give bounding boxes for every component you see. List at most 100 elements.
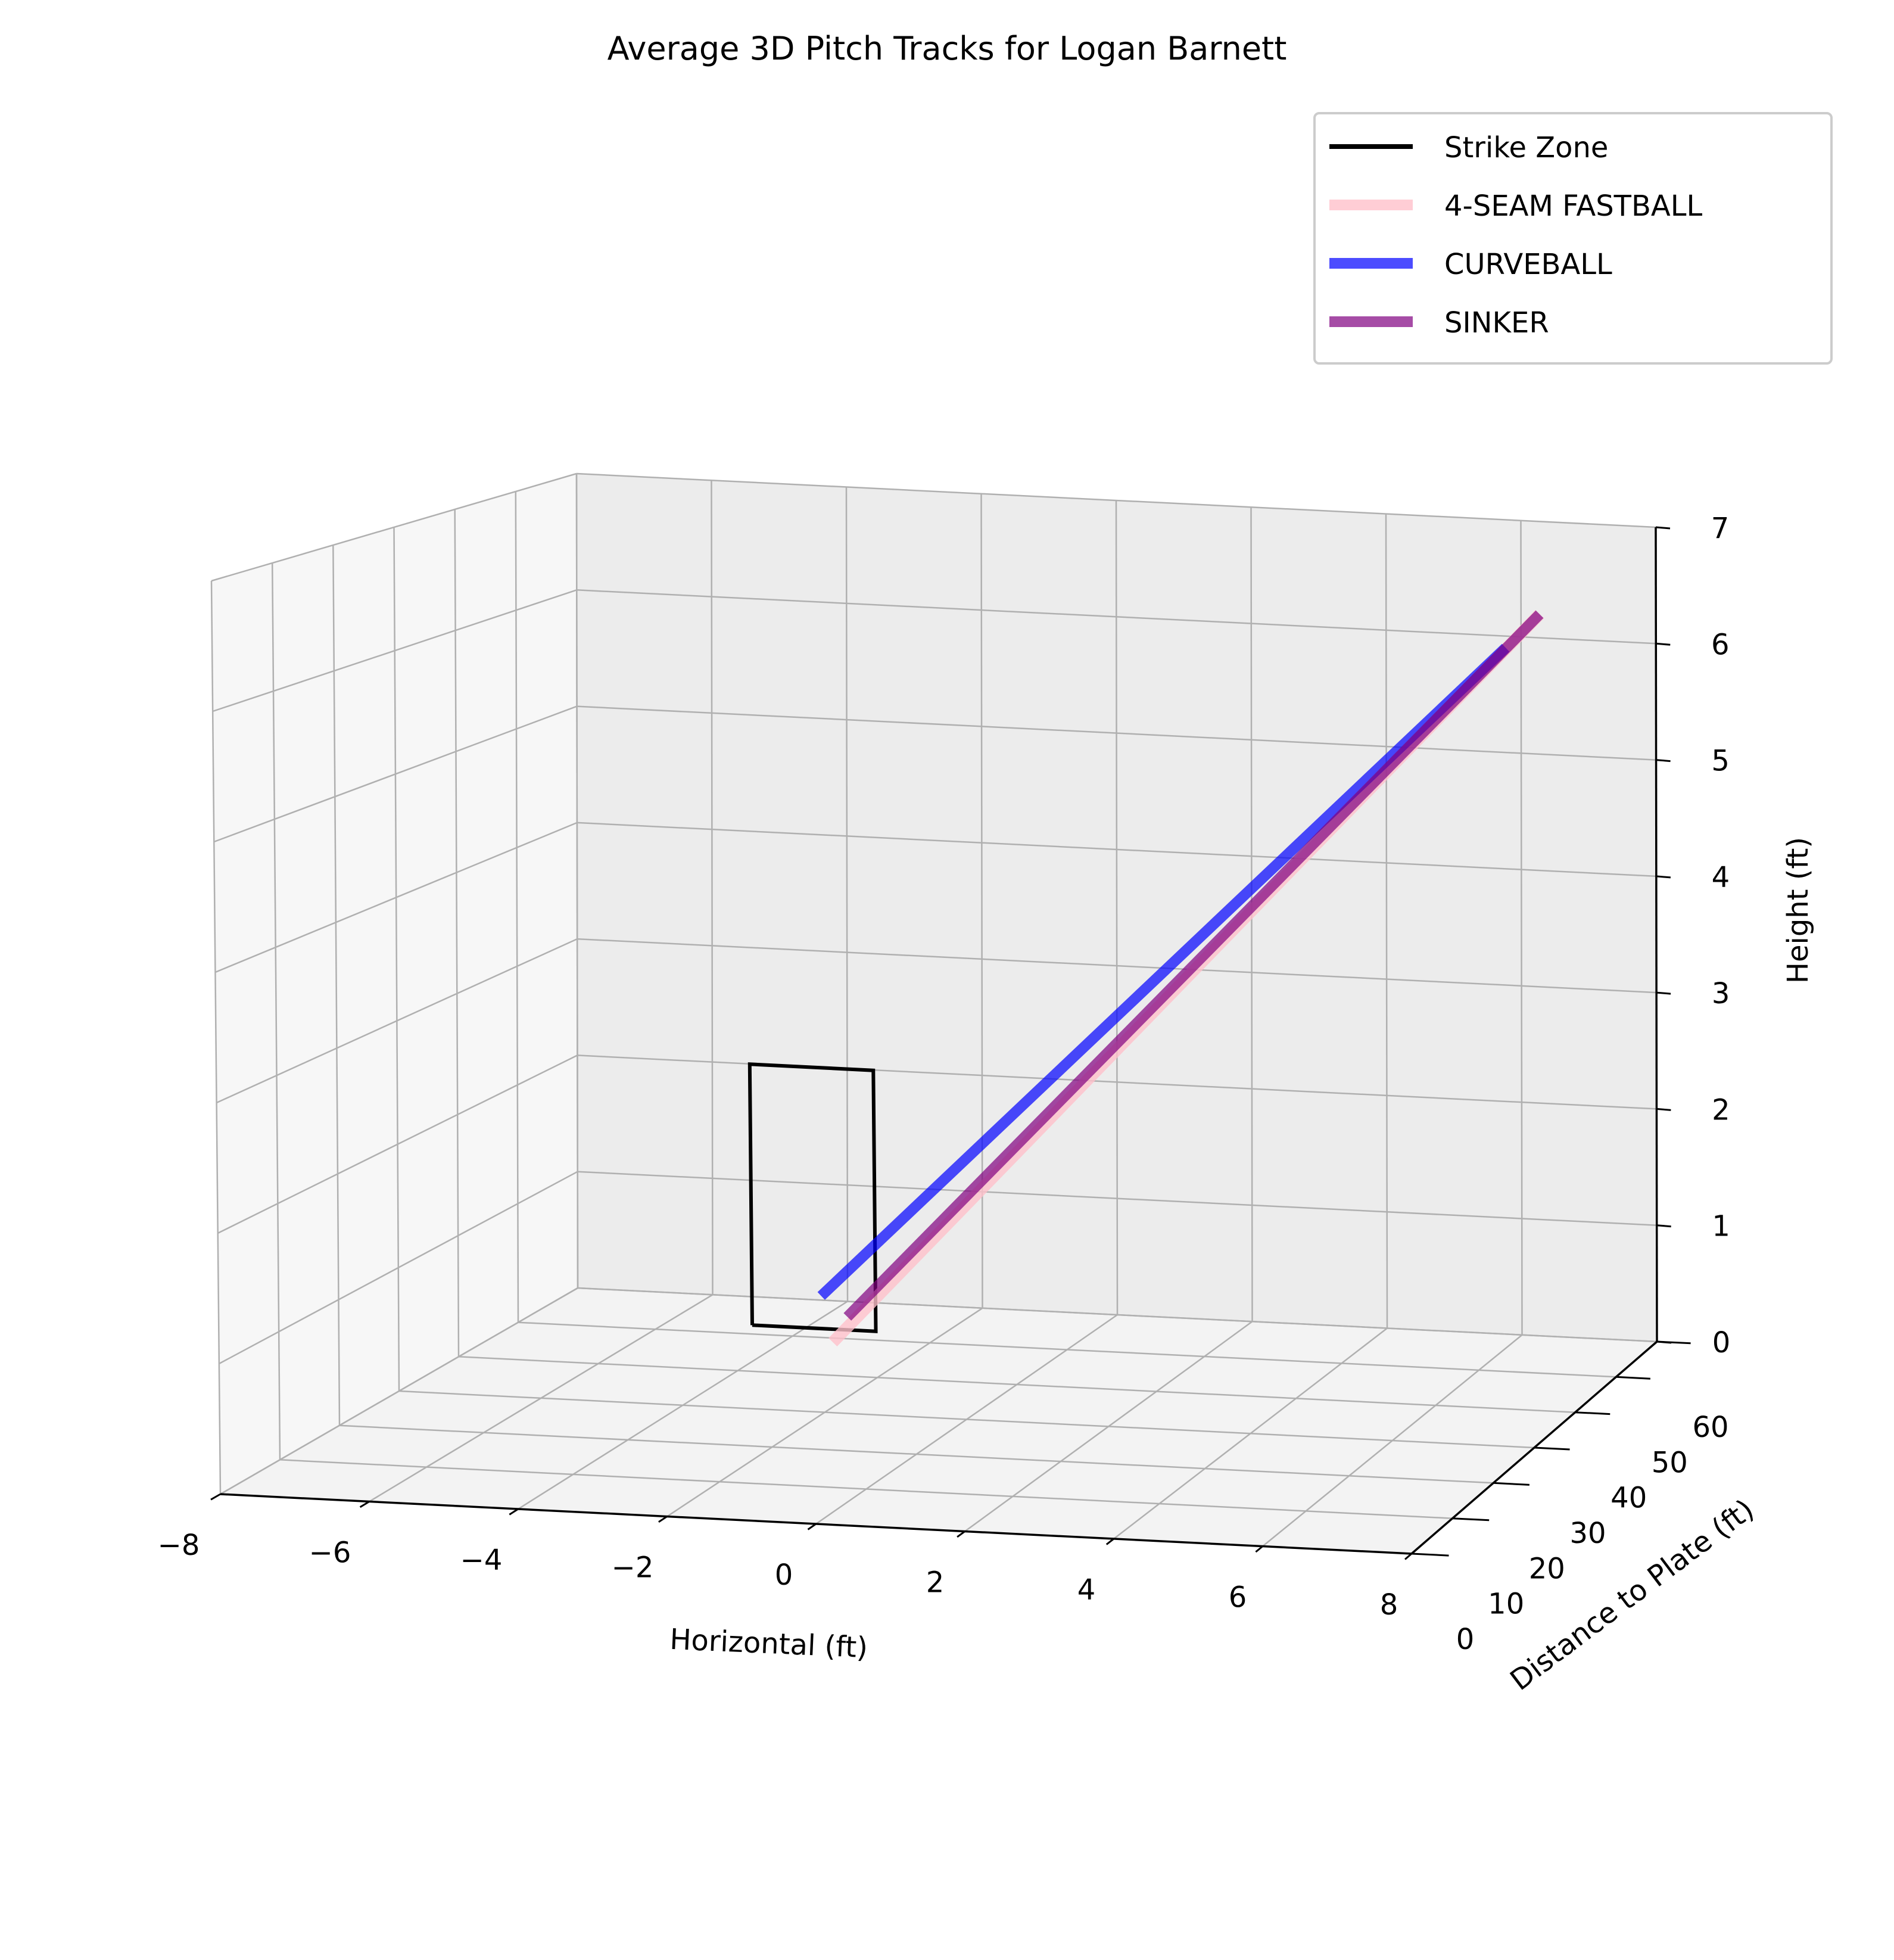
y-gridline-floor — [518, 1321, 1616, 1378]
x-tick-mark — [957, 1530, 965, 1538]
z-tick-label: 3 — [1712, 977, 1730, 1010]
y-tick-label: 60 — [1692, 1411, 1728, 1444]
x-gridline-back — [1115, 500, 1119, 1315]
x-tick-label: 8 — [1380, 1588, 1398, 1622]
z-gridline-back — [577, 705, 1656, 761]
y-axis-label: Distance to Plate (ft) — [1504, 1493, 1760, 1697]
y-gridline-wall — [332, 545, 341, 1426]
floor-pane — [220, 1288, 1657, 1554]
z-axis-line — [1655, 527, 1658, 1342]
z-gridline-wall — [219, 1171, 578, 1365]
z-gridline-wall — [217, 1054, 578, 1234]
z-gridline-back — [577, 938, 1657, 994]
z-tick-mark — [1656, 1340, 1672, 1344]
x-tick-mark — [1105, 1538, 1114, 1545]
y-tick-label: 30 — [1569, 1517, 1606, 1550]
z-tick-mark — [1656, 875, 1671, 879]
z-gridline-wall — [220, 1287, 578, 1495]
z-gridline-back — [577, 822, 1656, 878]
z-tick-label: 5 — [1711, 745, 1730, 778]
y-tick-label: 20 — [1529, 1552, 1565, 1585]
z-tick-label: 7 — [1711, 512, 1730, 545]
z-tick-mark — [1656, 1107, 1671, 1111]
z-gridline-wall — [211, 472, 577, 582]
z-gridline-wall — [216, 938, 578, 1104]
z-tick-mark — [1656, 1224, 1671, 1228]
y-gridline-floor — [339, 1424, 1494, 1484]
y-gridline-floor — [279, 1459, 1453, 1519]
track-sinker — [843, 610, 1544, 1321]
y-gridline-wall — [515, 491, 519, 1323]
strike-zone — [747, 1062, 878, 1333]
y-tick-label: 10 — [1488, 1588, 1524, 1621]
x-tick-label: 6 — [1229, 1581, 1247, 1614]
y-tick-label: 50 — [1652, 1446, 1688, 1479]
z-tick-mark — [1656, 991, 1671, 995]
y-gridline-wall — [271, 562, 281, 1460]
y-gridline-wall — [210, 580, 222, 1495]
x-tick-label: 4 — [1077, 1573, 1096, 1607]
z-tick-label: 2 — [1712, 1093, 1730, 1127]
x-tick-mark — [1255, 1545, 1263, 1553]
z-axis-label: Height (ft) — [1781, 837, 1815, 984]
y-tick-label: 40 — [1610, 1482, 1647, 1515]
z-gridline-wall — [213, 705, 578, 843]
z-gridline-wall — [214, 822, 578, 973]
z-tick-label: 4 — [1712, 861, 1730, 894]
tick-marks — [210, 526, 1691, 1560]
y-tick-mark — [1452, 1517, 1490, 1522]
y-tick-mark — [1575, 1411, 1610, 1415]
x-tick-mark — [658, 1516, 668, 1523]
y-tick-mark — [1534, 1446, 1570, 1451]
legend-label-strike-zone: Strike Zone — [1444, 131, 1608, 164]
y-gridline-wall — [575, 473, 579, 1289]
x-gridline-back — [1520, 520, 1523, 1335]
x-axis-label: Horizontal (ft) — [669, 1623, 868, 1665]
y-tick-label: 0 — [1456, 1623, 1475, 1656]
y-tick-mark — [1411, 1553, 1449, 1557]
y-gridline-floor — [398, 1390, 1535, 1449]
left-wall-pane — [211, 474, 578, 1494]
legend: Strike Zone 4-SEAM FASTBALL CURVEBALL SI… — [1313, 112, 1833, 365]
x-tick-label: −8 — [158, 1529, 200, 1562]
x-tick-label: −6 — [309, 1536, 351, 1570]
y-tick-mark — [1616, 1376, 1650, 1380]
x-tick-mark — [210, 1493, 221, 1501]
legend-label-sinker: SINKER — [1444, 306, 1549, 340]
z-gridline-back — [577, 1171, 1657, 1226]
data-marks — [747, 610, 1544, 1346]
x-tick-mark — [807, 1523, 817, 1530]
chart-title: Average 3D Pitch Tracks for Logan Barnet… — [608, 30, 1287, 67]
legend-label-fastball: 4-SEAM FASTBALL — [1444, 189, 1703, 223]
x-gridline-back — [711, 480, 714, 1295]
x-tick-label: −2 — [612, 1551, 654, 1585]
legend-label-curveball: CURVEBALL — [1444, 248, 1612, 281]
z-gridline-wall — [212, 589, 577, 713]
y-tick-mark — [1493, 1482, 1529, 1486]
x-tick-label: −4 — [460, 1544, 503, 1577]
x-tick-mark — [359, 1501, 370, 1508]
x-gridline-back — [845, 487, 849, 1302]
legend-frame — [1313, 112, 1833, 365]
z-tick-label: 0 — [1712, 1326, 1731, 1359]
z-tick-mark — [1656, 759, 1671, 763]
y-gridline-wall — [454, 509, 460, 1357]
z-tick-label: 6 — [1711, 628, 1730, 661]
y-gridline-floor — [458, 1356, 1575, 1413]
x-gridline-back — [1385, 514, 1388, 1329]
z-gridline-back — [577, 589, 1656, 645]
z-gridline-back — [576, 472, 1656, 528]
track-curveball — [817, 643, 1510, 1300]
z-tick-mark — [1656, 642, 1671, 646]
z-tick-label: 1 — [1712, 1210, 1730, 1243]
x-tick-mark — [1404, 1553, 1412, 1560]
axis-panes — [211, 474, 1657, 1554]
x-tick-mark — [509, 1508, 519, 1516]
x-tick-label: 2 — [926, 1566, 945, 1600]
z-gridline-back — [577, 1287, 1658, 1343]
y-gridline-wall — [393, 527, 400, 1392]
z-tick-mark — [1655, 526, 1671, 530]
